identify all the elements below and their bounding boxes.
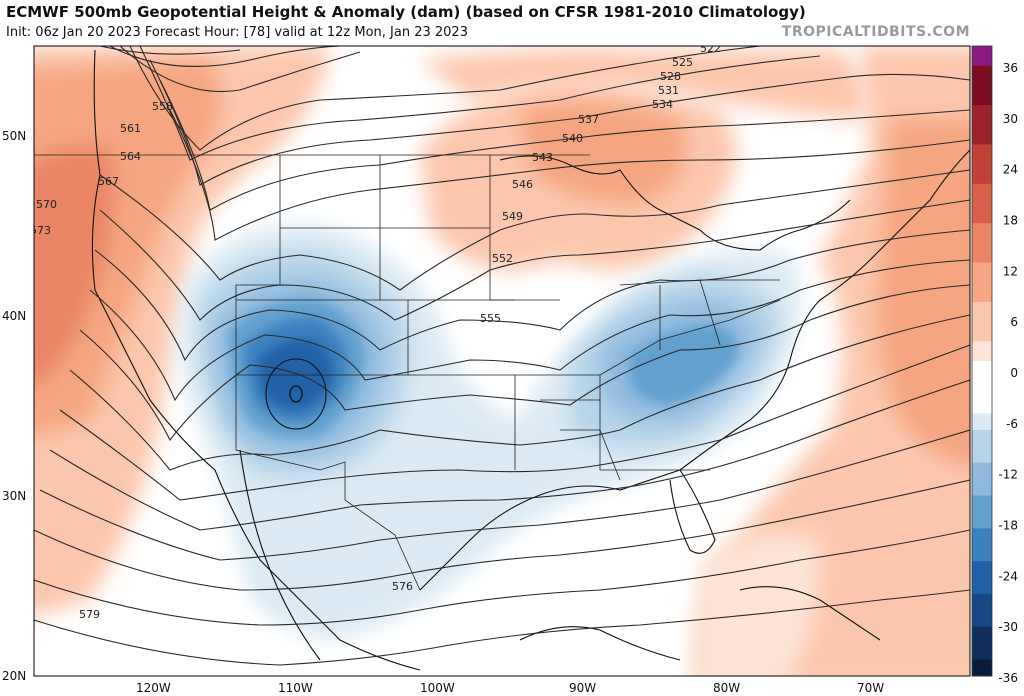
height-contour-line xyxy=(99,199,970,321)
height-contours xyxy=(34,46,970,666)
contour-label: 528 xyxy=(660,70,681,83)
height-contour-line xyxy=(34,529,970,626)
colorbar-swatch xyxy=(972,105,992,145)
contour-label: 522 xyxy=(700,42,721,55)
contour-label: 549 xyxy=(502,210,523,223)
lon-tick-label: 100W xyxy=(420,681,455,695)
colorbar-tick-label: 30 xyxy=(1003,112,1018,126)
lat-tick-label: 30N xyxy=(2,489,26,503)
lon-tick-label: 80W xyxy=(713,681,740,695)
political-boundaries xyxy=(34,154,781,591)
latitude-labels: 50N 40N 30N 20N xyxy=(2,129,26,683)
colorbar-tick-label: 0 xyxy=(1010,366,1018,380)
contour-label: 555 xyxy=(480,312,501,325)
low-center-contour xyxy=(289,385,303,403)
colorbar-tick-label: -30 xyxy=(998,620,1018,634)
lon-tick-label: 90W xyxy=(569,681,596,695)
colorbar-swatch xyxy=(972,593,992,628)
height-contour-line xyxy=(139,46,821,161)
colorbar-tick-label: -36 xyxy=(998,671,1018,685)
colorbar-swatch xyxy=(972,341,992,362)
colorbar-labels: 36 30 24 18 12 6 0 -6 -12 -18 -24 -30 -36 xyxy=(998,61,1018,685)
contour-label: 567 xyxy=(98,175,119,188)
colorbar-tick-label: -6 xyxy=(1006,417,1018,431)
map-header: ECMWF 500mb Geopotential Height & Anomal… xyxy=(0,0,1024,46)
contour-label: 570 xyxy=(36,198,57,211)
contour-label: 573 xyxy=(30,224,51,237)
colorbar-swatch xyxy=(972,361,992,414)
forecast-info: Init: 06z Jan 20 2023 Forecast Hour: [78… xyxy=(6,25,468,40)
colorbar-tick-label: -24 xyxy=(998,569,1018,583)
contour-label: 564 xyxy=(120,150,141,163)
colorbar-swatch xyxy=(972,301,992,342)
height-contour-line xyxy=(34,589,970,666)
contour-label: 531 xyxy=(658,84,679,97)
height-contour-line xyxy=(79,284,970,442)
height-contour-line xyxy=(169,109,970,241)
longitude-labels: 120W 110W 100W 90W 80W 70W xyxy=(136,681,884,695)
height-contour-line xyxy=(89,259,970,402)
colorbar-tick-label: 18 xyxy=(1003,214,1018,228)
colorbar-tick-label: -12 xyxy=(998,468,1018,482)
height-contour-line xyxy=(34,479,970,591)
colorbar-swatch xyxy=(972,626,992,661)
contour-label: 546 xyxy=(512,178,533,191)
height-contour-line xyxy=(39,429,970,561)
brand-watermark: TROPICALTIDBITS.COM xyxy=(781,24,970,40)
lat-tick-label: 20N xyxy=(2,669,26,683)
colorbar-swatch xyxy=(972,429,992,464)
colorbar-swatch xyxy=(972,528,992,562)
colorbar-tick-label: 12 xyxy=(1003,264,1018,278)
colorbar-swatch xyxy=(972,561,992,595)
contour-label: 534 xyxy=(652,98,673,111)
height-contour-line xyxy=(49,379,970,531)
colorbar-swatch xyxy=(972,413,992,431)
contour-label: 543 xyxy=(532,151,553,164)
lon-tick-label: 120W xyxy=(136,681,171,695)
height-contour-line xyxy=(94,229,970,362)
low-inner-contour xyxy=(265,358,327,430)
colorbar-swatch xyxy=(972,262,992,303)
lon-tick-label: 110W xyxy=(278,681,313,695)
page-title: ECMWF 500mb Geopotential Height & Anomal… xyxy=(6,3,806,21)
colorbar-swatch xyxy=(972,183,992,224)
contour-label: 561 xyxy=(120,122,141,135)
colorbar-frame xyxy=(971,45,993,677)
contour-label: 540 xyxy=(562,132,583,145)
colorbar-tick-label: -18 xyxy=(998,519,1018,533)
colorbar-swatch xyxy=(972,223,992,264)
plot-frame xyxy=(33,45,971,677)
height-contour-line xyxy=(99,169,970,291)
height-contour-line xyxy=(99,46,241,55)
colorbar-tick-label: 24 xyxy=(1003,163,1018,177)
negative-anomaly-shading xyxy=(180,224,800,640)
height-contour-line xyxy=(59,344,970,501)
coastlines xyxy=(91,49,970,671)
lat-tick-label: 40N xyxy=(2,309,26,323)
colorbar xyxy=(971,45,993,677)
lat-tick-label: 50N xyxy=(2,129,26,143)
colorbar-tick-label: 36 xyxy=(1003,61,1018,75)
contour-label: 537 xyxy=(578,113,599,126)
colorbar-swatch xyxy=(972,65,992,106)
colorbar-tick-label: 6 xyxy=(1010,315,1018,329)
height-contour-line xyxy=(69,314,970,471)
contour-label: 552 xyxy=(492,252,513,265)
colorbar-swatch xyxy=(972,659,992,677)
contour-label: 525 xyxy=(672,56,693,69)
lon-tick-label: 70W xyxy=(857,681,884,695)
contour-label: 579 xyxy=(79,608,100,621)
contour-label: 576 xyxy=(392,580,413,593)
colorbar-swatch xyxy=(972,495,992,529)
positive-anomaly-shading xyxy=(34,46,970,676)
colorbar-swatch xyxy=(972,462,992,497)
colorbar-swatch xyxy=(972,144,992,185)
colorbar-swatch xyxy=(972,46,992,67)
contour-label: 558 xyxy=(152,100,173,113)
height-contour-line xyxy=(109,46,341,67)
height-contour-line xyxy=(149,59,970,186)
